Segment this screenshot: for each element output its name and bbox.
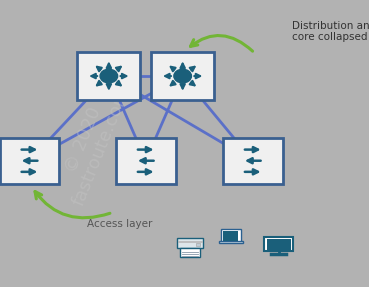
FancyBboxPatch shape <box>266 239 291 250</box>
FancyBboxPatch shape <box>180 248 200 257</box>
FancyBboxPatch shape <box>223 137 283 184</box>
FancyBboxPatch shape <box>223 231 238 241</box>
FancyBboxPatch shape <box>221 229 241 242</box>
FancyBboxPatch shape <box>196 243 200 246</box>
FancyBboxPatch shape <box>177 238 203 248</box>
Text: © 2020
fastroute.com: © 2020 fastroute.com <box>51 78 134 209</box>
Text: Distribution and
core collapsed: Distribution and core collapsed <box>292 21 369 42</box>
FancyBboxPatch shape <box>0 137 59 184</box>
Circle shape <box>100 69 118 83</box>
FancyBboxPatch shape <box>264 237 293 251</box>
FancyBboxPatch shape <box>151 52 214 100</box>
FancyBboxPatch shape <box>179 241 201 243</box>
FancyBboxPatch shape <box>219 241 242 243</box>
FancyBboxPatch shape <box>116 137 176 184</box>
Text: Access layer: Access layer <box>87 219 152 229</box>
FancyBboxPatch shape <box>77 52 140 100</box>
Circle shape <box>174 69 192 83</box>
